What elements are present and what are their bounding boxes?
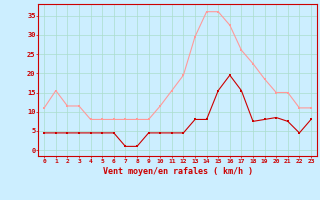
X-axis label: Vent moyen/en rafales ( km/h ): Vent moyen/en rafales ( km/h ) — [103, 167, 252, 176]
